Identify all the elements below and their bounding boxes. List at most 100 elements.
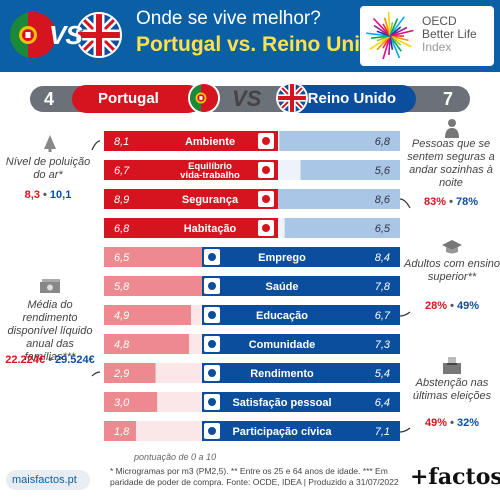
category-box bbox=[202, 247, 340, 267]
bar-uk bbox=[247, 189, 400, 209]
icon-glyph bbox=[208, 282, 216, 290]
value-label-portugal: 1,8 bbox=[114, 426, 130, 438]
safety-values: 83% • 78% bbox=[423, 196, 479, 208]
value-label-portugal: 2,9 bbox=[113, 368, 129, 380]
value-label-portugal: 8,1 bbox=[114, 136, 129, 148]
oecd-label-1: OECD bbox=[422, 14, 457, 28]
income-note: Média do rendimento disponível líquido a… bbox=[7, 299, 93, 363]
brand-logo: +factos bbox=[410, 464, 500, 490]
category-box bbox=[160, 131, 278, 151]
oecd-ray bbox=[389, 16, 405, 37]
income-values: 22.224€ • 29.524€ bbox=[5, 354, 95, 366]
header: VS Onde se vive melhor? Portugal vs. Rei… bbox=[0, 0, 500, 72]
oecd-label-3: Index bbox=[422, 40, 452, 54]
oecd-ray bbox=[387, 11, 391, 37]
uk-flag-icon bbox=[276, 82, 308, 114]
person-icon bbox=[445, 119, 459, 138]
category-label: vida-trabalho bbox=[180, 170, 240, 181]
category-box bbox=[202, 305, 340, 325]
category-label: Habitação bbox=[184, 223, 237, 235]
chart-row: Habitação 6,8 6,5 bbox=[104, 218, 400, 238]
bar-gap bbox=[135, 421, 274, 441]
bar-portugal bbox=[104, 276, 207, 296]
smog-icon bbox=[44, 135, 56, 152]
icon-glyph bbox=[262, 195, 270, 203]
bar-uk bbox=[284, 218, 400, 238]
portugal-flag-icon bbox=[188, 82, 220, 114]
oecd-logo: OECD Better Life Index bbox=[360, 6, 494, 66]
category-box bbox=[202, 334, 340, 354]
voting-note: Abstenção nas últimas eleições bbox=[412, 377, 492, 402]
bar-portugal bbox=[104, 247, 220, 267]
voting-values: 49% • 32% bbox=[424, 417, 480, 429]
oecd-ray bbox=[366, 32, 391, 37]
chart-row: Satisfação pessoal 3,0 6,4 bbox=[104, 392, 400, 412]
oecd-burst-icon bbox=[366, 11, 414, 60]
income-uk: 29.524€ bbox=[54, 354, 95, 366]
value-label-uk: 5,4 bbox=[375, 368, 390, 380]
chart-row: Segurança 8,9 8,6 bbox=[104, 189, 400, 209]
graduation-cap-icon bbox=[442, 240, 462, 254]
education-note: Adultos com ensino superior** bbox=[404, 258, 500, 283]
bar-gap bbox=[191, 305, 282, 325]
oecd-ray bbox=[369, 35, 391, 50]
value-label-uk: 7,8 bbox=[375, 281, 391, 293]
category-label: Equilíbrio bbox=[188, 161, 232, 172]
value-label-uk: 8,6 bbox=[375, 194, 391, 206]
chart-row: Participação cívica 1,8 7,1 bbox=[104, 421, 400, 441]
tree-icon bbox=[258, 133, 274, 149]
uk-flag-icon bbox=[76, 12, 122, 58]
value-label-portugal: 6,7 bbox=[114, 165, 130, 177]
bar-portugal bbox=[104, 305, 191, 325]
site-link[interactable]: maisfactos.pt bbox=[6, 470, 90, 490]
bar-gap bbox=[157, 392, 287, 412]
chart-row: Ambiente 8,1 6,8 bbox=[104, 131, 400, 151]
education-icon bbox=[204, 307, 220, 323]
category-box bbox=[160, 218, 278, 238]
category-box bbox=[160, 160, 278, 180]
value-label-uk: 6,5 bbox=[375, 223, 391, 235]
category-label: Participação cívica bbox=[232, 426, 332, 438]
ballot-icon bbox=[204, 423, 220, 439]
icon-glyph bbox=[208, 427, 216, 435]
ballot-box-icon bbox=[443, 357, 461, 374]
icon-glyph bbox=[208, 311, 216, 319]
bar-gap bbox=[155, 363, 305, 383]
band-vs: VS bbox=[232, 86, 262, 111]
chart-row: Saúde 5,8 7,8 bbox=[104, 276, 400, 296]
oecd-ray bbox=[389, 29, 414, 37]
category-box bbox=[202, 421, 340, 441]
icon-glyph bbox=[208, 253, 216, 261]
bar-uk bbox=[300, 160, 400, 180]
voting-pt: 49% bbox=[424, 417, 447, 429]
bar-gap bbox=[247, 131, 280, 151]
category-label: Rendimento bbox=[250, 368, 314, 380]
oecd-label-2: Better Life bbox=[422, 27, 477, 41]
banknotes-icon bbox=[40, 279, 60, 293]
bar-gap bbox=[207, 276, 262, 296]
category-box bbox=[202, 363, 340, 383]
portugal-label: Portugal bbox=[72, 85, 202, 113]
value-label-portugal: 5,8 bbox=[114, 281, 130, 293]
bar-uk bbox=[261, 276, 400, 296]
category-label: Educação bbox=[256, 310, 308, 322]
icon-glyph bbox=[208, 369, 216, 377]
oecd-ray bbox=[389, 35, 401, 59]
category-box bbox=[160, 189, 278, 209]
value-label-portugal: 4,8 bbox=[114, 339, 130, 351]
satisfaction-icon bbox=[204, 394, 220, 410]
chart-row: Educação 4,9 6,7 bbox=[104, 305, 400, 325]
bar-uk bbox=[279, 131, 400, 151]
bar-portugal bbox=[104, 334, 190, 354]
value-label-portugal: 3,0 bbox=[114, 397, 130, 409]
bar-portugal bbox=[104, 160, 223, 180]
bar-portugal bbox=[104, 218, 225, 238]
chart-row: Emprego 6,5 8,4 bbox=[104, 247, 400, 267]
uk-rank: 7 bbox=[443, 89, 454, 109]
category-box bbox=[202, 392, 340, 412]
health-icon bbox=[204, 278, 220, 294]
value-label-portugal: 8,9 bbox=[114, 194, 129, 206]
icon-glyph bbox=[208, 340, 216, 348]
pollution-note: Nível de poluição do ar* bbox=[5, 156, 91, 181]
